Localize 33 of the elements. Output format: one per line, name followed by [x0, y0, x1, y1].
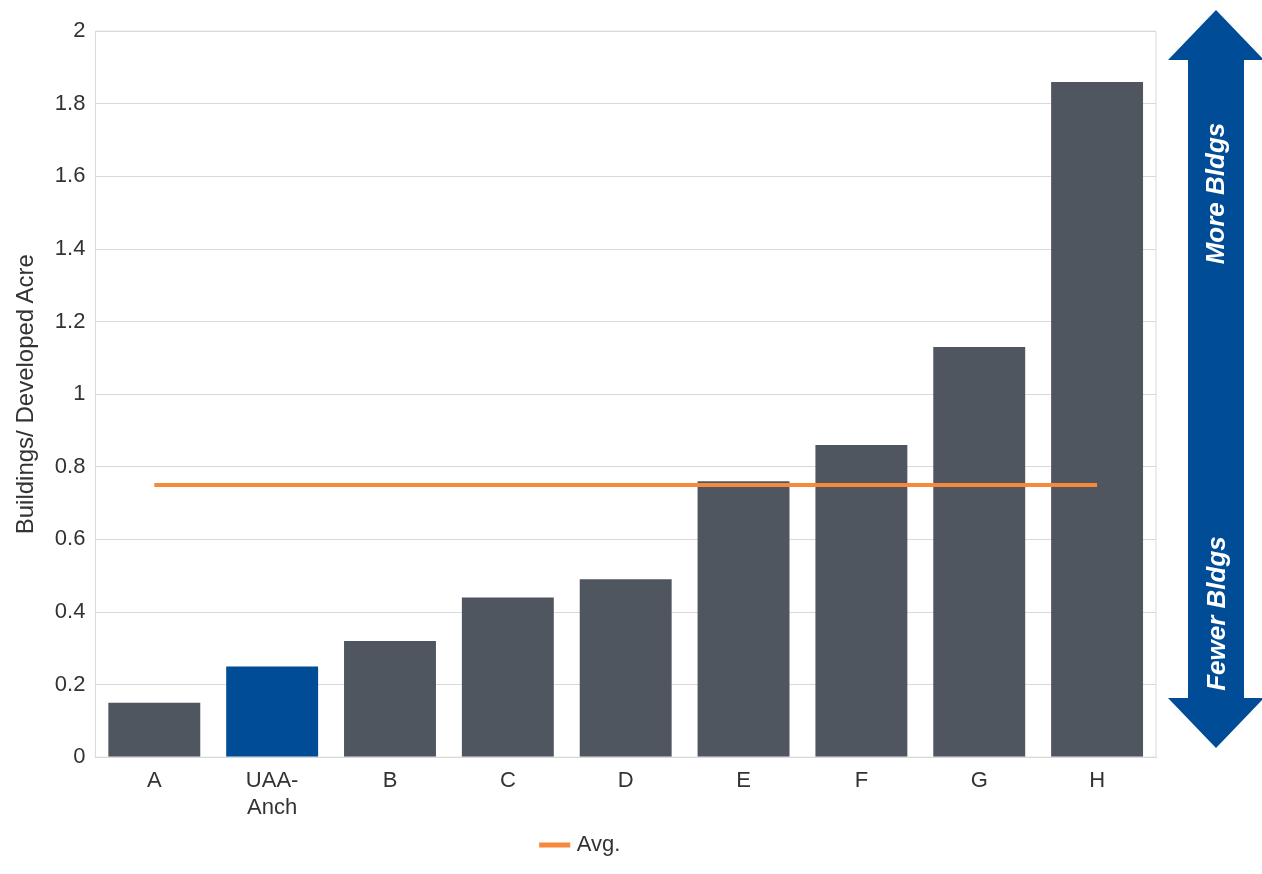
bar — [1051, 82, 1144, 757]
legend-label: Avg. — [576, 831, 621, 857]
x-tick-label: G — [970, 767, 988, 793]
x-tick-label: UAA-Anch — [245, 767, 299, 819]
y-tick-label: 0.4 — [54, 598, 86, 624]
y-axis-title: Buildings/ Developed Acre — [11, 254, 39, 535]
x-tick-label: F — [854, 767, 869, 793]
y-tick-label: 2 — [73, 17, 86, 43]
x-tick-label: B — [382, 767, 398, 793]
y-tick-label: 1.2 — [54, 307, 86, 333]
x-tick-label: C — [499, 767, 516, 793]
bar — [933, 347, 1026, 757]
y-tick-label: 0.6 — [54, 525, 86, 551]
text: Fewer Bldgs — [1200, 535, 1232, 691]
y-tick-label: 1 — [73, 380, 86, 406]
text: More Bldgs — [1200, 122, 1232, 264]
x-tick-label: E — [736, 767, 751, 793]
bar — [579, 579, 672, 757]
bar — [697, 481, 790, 757]
x-tick-label: D — [617, 767, 634, 793]
bar — [226, 666, 319, 757]
x-tick-label: A — [146, 767, 162, 793]
x-tick-label: H — [1089, 767, 1106, 793]
y-tick-label: 0.8 — [54, 452, 86, 478]
y-tick-label: 0 — [73, 743, 86, 769]
y-tick-label: 1.4 — [54, 235, 86, 261]
bar — [461, 597, 554, 757]
y-tick-label: 1.6 — [54, 162, 86, 188]
bar — [815, 445, 908, 757]
bar — [344, 641, 436, 757]
y-tick-label: 0.2 — [54, 670, 86, 696]
y-tick-label: 1.8 — [54, 89, 86, 115]
bar — [108, 702, 201, 757]
